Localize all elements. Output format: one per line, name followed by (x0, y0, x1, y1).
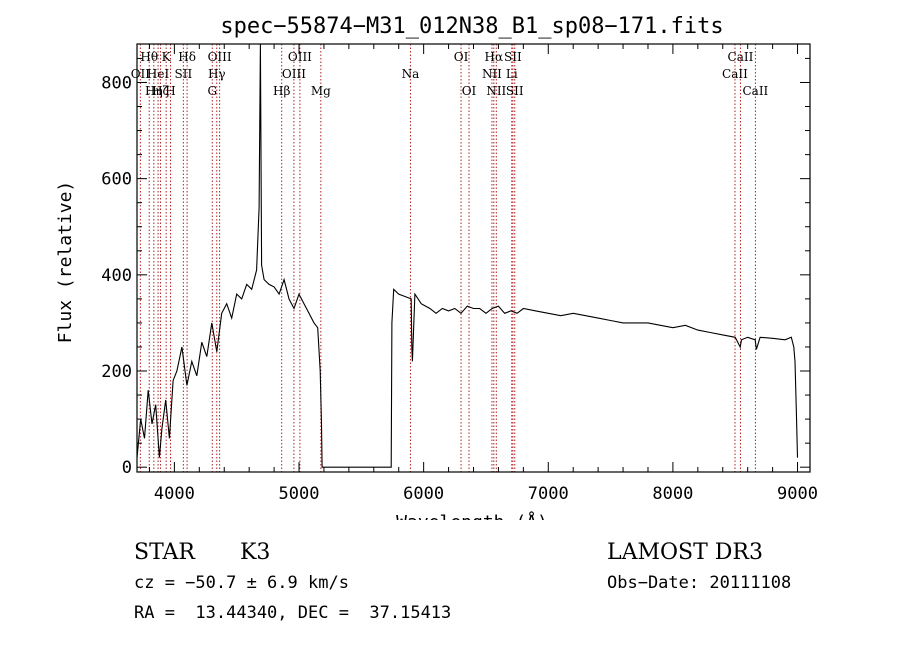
line-marker-label: H (165, 84, 175, 98)
x-tick-label: 5000 (279, 484, 320, 504)
y-tick-label: 400 (101, 266, 132, 286)
coordinates: RA = 13.44340, DEC = 37.15413 (134, 603, 452, 623)
y-tick-label: 800 (101, 73, 132, 93)
line-marker-label: OI (462, 84, 477, 98)
line-marker-label: Hθ (140, 50, 158, 64)
line-marker-label: Mg (311, 84, 331, 98)
chart-title: spec−55874−M31_012N38_B1_sp08−171.fits (220, 14, 723, 39)
line-marker-label: NII (486, 84, 506, 98)
y-tick-label: 200 (101, 362, 132, 382)
x-tick-label: 6000 (403, 484, 444, 504)
line-marker-label: CaII (742, 84, 768, 98)
y-tick-label: 600 (101, 170, 132, 190)
line-marker-label: OI (454, 50, 469, 64)
line-marker-label: Hη (145, 84, 163, 98)
x-axis-label: Wavelength (Å) (396, 511, 548, 520)
line-marker-label: NII (482, 67, 502, 81)
line-marker-label: SII (175, 67, 193, 81)
line-marker-label: OII (131, 67, 151, 81)
line-marker-label: OIII (208, 50, 232, 64)
line-marker-label: Hα (485, 50, 504, 64)
line-marker-label: SII (506, 84, 524, 98)
x-tick-label: 4000 (154, 484, 195, 504)
y-axis-label: Flux (relative) (55, 181, 76, 344)
spectrum-series-line (136, 43, 799, 468)
line-marker-labels: OIIHθHηHeIHζKHSIIHδGHγOIIIHβOIIIOIIIMgNa… (131, 50, 769, 98)
line-marker-label: G (207, 84, 217, 98)
line-marker-label: HeI (147, 67, 170, 81)
line-marker-label: Na (402, 67, 420, 81)
x-tick-label: 9000 (777, 484, 818, 504)
x-tick-label: 7000 (528, 484, 569, 504)
line-markers (139, 44, 756, 472)
axes: 4000 5000 6000 7000 8000 9000 0 200 400 600 800 (101, 44, 818, 504)
object-class: STAR (134, 540, 195, 565)
plot-frame (136, 43, 811, 473)
object-subclass: K3 (240, 540, 271, 565)
line-marker-label: Hδ (178, 50, 196, 64)
line-marker-label: OIII (282, 67, 306, 81)
spectrum-chart: spec−55874−M31_012N38_B1_sp08−171.fits O… (55, 14, 818, 520)
survey-name: LAMOST DR3 (607, 540, 763, 565)
line-marker-label: SII (504, 50, 522, 64)
line-marker-label: Hζ (152, 84, 169, 98)
y-tick-label: 0 (122, 458, 132, 478)
line-marker-label: OIII (288, 50, 312, 64)
line-marker-label: Hβ (273, 84, 290, 98)
line-marker-label: CaII (722, 67, 748, 81)
obs-date: Obs−Date: 20111108 (607, 573, 792, 593)
line-marker-label: Li (506, 67, 518, 81)
line-marker-label: K (162, 50, 172, 64)
redshift-readout: cz = −50.7 ± 6.9 km/s (134, 573, 349, 593)
x-tick-label: 8000 (652, 484, 693, 504)
line-marker-label: Hγ (208, 67, 226, 81)
line-marker-label: CaII (728, 50, 754, 64)
